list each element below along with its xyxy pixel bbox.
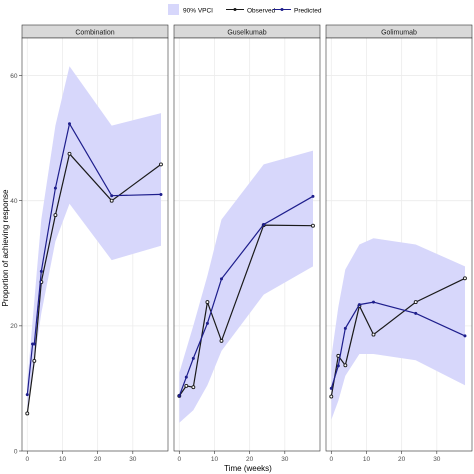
predicted-point [177,394,181,398]
predicted-point [329,386,333,390]
observed-point [311,223,315,228]
predicted-point [343,326,347,330]
panel-combination: Combination 0 10 20 30 [21,24,169,463]
panel-guselkumab: Guselkumab 0 10 20 30 [173,24,321,463]
x-tick-label: 0 [177,456,181,463]
observed-point [109,198,114,203]
predicted-point [336,364,340,368]
observed-point [463,276,467,281]
observed-point [219,338,224,343]
x-tick-label: 10 [363,456,371,463]
observed-point [191,385,196,390]
x-tick-label: 20 [246,456,254,463]
observed-point [67,151,72,156]
predicted-point [205,321,209,325]
vpci-band [179,150,313,423]
predicted-point [463,334,467,338]
x-tick-label: 0 [329,456,333,463]
panel-border [325,37,473,452]
x-tick-label: 30 [129,456,137,463]
legend-predicted-label: Predicted [294,8,322,15]
observed-point [32,358,37,363]
panel-border [21,37,169,452]
vpci-band [331,238,465,420]
y-tick-label: 0 [14,448,18,455]
x-tick-label: 10 [59,456,67,463]
panel-border [173,37,321,452]
predicted-point [184,375,188,379]
panel-golimumab: Golimumab 0 10 20 30 [325,24,473,463]
observed-point [413,300,418,305]
predicted-point [53,186,57,190]
predicted-point [159,192,163,196]
predicted-point [311,194,315,198]
legend: 90% VPCI Observed Predicted [168,4,322,15]
x-tick-label: 20 [94,456,102,463]
predicted-point [414,311,418,315]
observed-point [159,162,163,167]
predicted-point [219,277,223,281]
legend-predicted-marker [280,8,284,11]
x-tick-label: 0 [25,456,29,463]
y-tick-label: 60 [10,73,18,80]
observed-point [343,363,348,368]
x-tick-label: 30 [433,456,441,463]
facet-title: Guselkumab [227,29,266,36]
predicted-point [67,122,71,126]
observed-point [371,332,376,337]
observed-point [53,213,58,218]
facet-title: Combination [75,29,114,36]
vpci-band [27,66,161,411]
y-axis-title: Proportion of achieving response [1,189,10,307]
x-tick-label: 20 [398,456,406,463]
x-tick-label: 30 [281,456,289,463]
y-tick-label: 40 [10,198,18,205]
legend-band-key [168,4,179,15]
x-axis-title: Time (weeks) [224,464,272,473]
observed-point [205,300,210,305]
observed-point [329,394,334,399]
observed-point [25,411,30,416]
predicted-point [110,194,114,198]
predicted-point [371,300,375,304]
predicted-point [25,393,29,397]
predicted-point [39,269,43,273]
facet-title: Golimumab [381,29,417,36]
legend-band-label: 90% VPCI [183,8,213,15]
predicted-point [262,222,266,226]
predicted-point [357,303,361,307]
predicted-point [32,342,36,346]
y-tick-label: 20 [10,323,18,330]
x-tick-label: 10 [211,456,219,463]
legend-observed-label: Observed [247,8,276,15]
observed-point [184,383,189,388]
predicted-point [191,356,195,360]
legend-observed-marker [233,8,237,11]
